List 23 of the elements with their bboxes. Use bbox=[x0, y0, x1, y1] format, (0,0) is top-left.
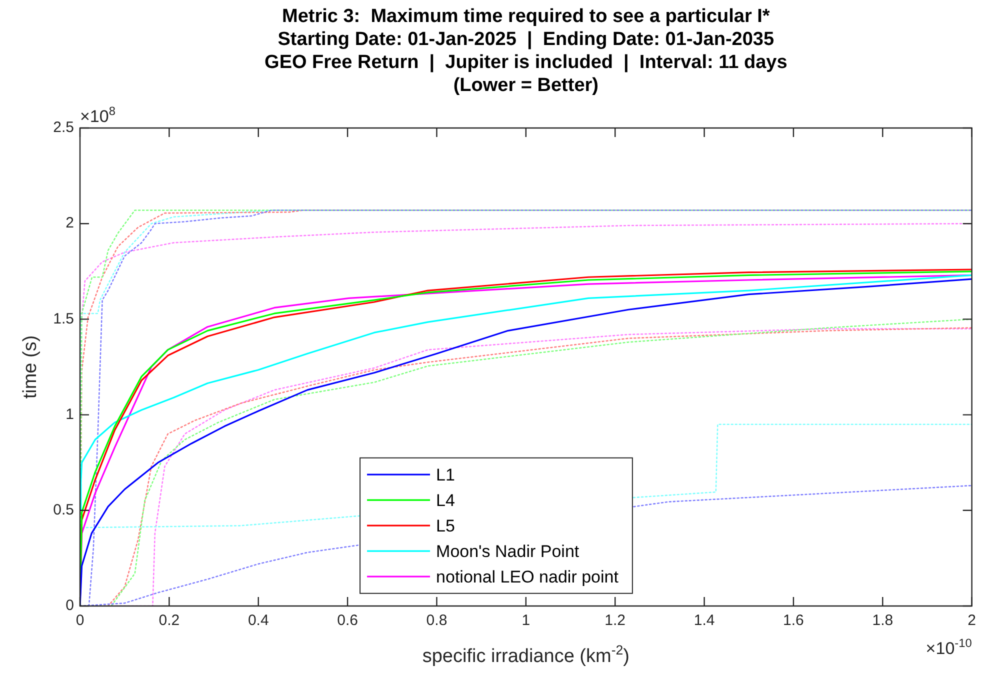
x-tick-label: 0.6 bbox=[337, 612, 358, 630]
chart-title: Metric 3: Maximum time required to see a particular I* Starting Date: 01-Jan-2025 | Ending Date: 01-Jan-2035 GEO Free Return | Jupiter is included | Interval: 11 days (Lower = Better) bbox=[264, 6, 788, 96]
legend-label: L5 bbox=[436, 516, 455, 536]
x-tick-label: 1.2 bbox=[604, 612, 626, 630]
y-tick-label: 2 bbox=[66, 214, 74, 232]
x-tick-label: 0.4 bbox=[248, 612, 269, 630]
y-axis-title: time (s) bbox=[20, 335, 41, 399]
y-tick-label: 1.5 bbox=[53, 310, 74, 328]
x-tick-label: 1.4 bbox=[694, 612, 715, 630]
x-tick-label: 1 bbox=[522, 612, 530, 630]
x-tick-label: 2 bbox=[968, 612, 976, 630]
y-tick-label: 0 bbox=[66, 597, 74, 614]
y-tick-label: 0.5 bbox=[53, 502, 74, 519]
y-tick-label: 1 bbox=[66, 406, 74, 423]
legend-label: notional LEO nadir point bbox=[436, 567, 619, 586]
x-tick-label: 0.8 bbox=[426, 612, 448, 630]
x-tick-label: 1.8 bbox=[872, 612, 894, 630]
legend-label: L1 bbox=[436, 465, 455, 484]
y-tick-label: 2.5 bbox=[53, 119, 74, 136]
legend-label: L4 bbox=[436, 490, 455, 510]
x-tick-label: 0.2 bbox=[158, 612, 180, 630]
x-tick-label: 1.6 bbox=[783, 612, 804, 630]
legend-label: Moon's Nadir Point bbox=[436, 542, 580, 561]
